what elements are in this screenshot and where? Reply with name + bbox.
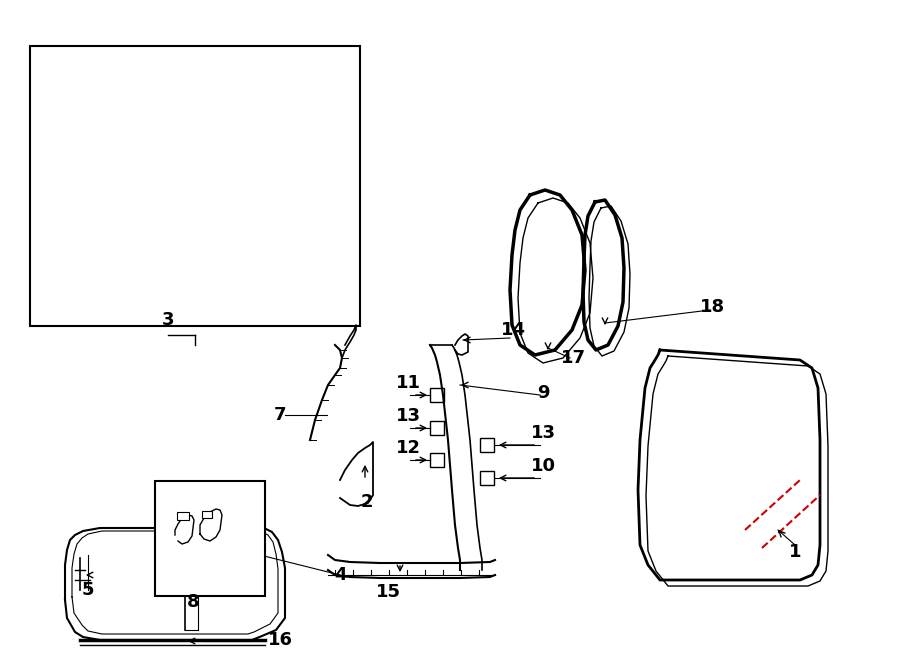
Text: 11: 11	[395, 374, 420, 392]
Bar	[430, 453, 444, 467]
Text: 6: 6	[212, 581, 224, 599]
Bar	[155, 481, 265, 596]
Text: 2: 2	[361, 493, 374, 511]
Text: 15: 15	[375, 583, 401, 601]
Text: 7: 7	[274, 406, 286, 424]
Bar	[430, 388, 444, 402]
Text: 17: 17	[561, 349, 586, 367]
Bar	[202, 511, 212, 518]
Text: 1: 1	[788, 543, 801, 561]
Text: 12: 12	[395, 439, 420, 457]
Text: 14: 14	[500, 321, 526, 339]
Text: 8: 8	[186, 593, 199, 611]
Polygon shape	[638, 350, 820, 580]
Text: 9: 9	[536, 384, 549, 402]
Bar	[177, 512, 189, 520]
Text: 13: 13	[530, 424, 555, 442]
Bar	[430, 421, 444, 435]
Text: 4: 4	[334, 566, 346, 584]
Text: 13: 13	[395, 407, 420, 425]
Text: 18: 18	[700, 298, 725, 316]
Text: 3: 3	[162, 311, 175, 329]
Bar	[480, 438, 494, 452]
Bar	[162, 560, 184, 590]
Text: 10: 10	[530, 457, 555, 475]
Bar	[480, 471, 494, 485]
Text: 16: 16	[267, 631, 293, 649]
Text: 5: 5	[82, 581, 94, 599]
Bar	[30, 46, 360, 326]
